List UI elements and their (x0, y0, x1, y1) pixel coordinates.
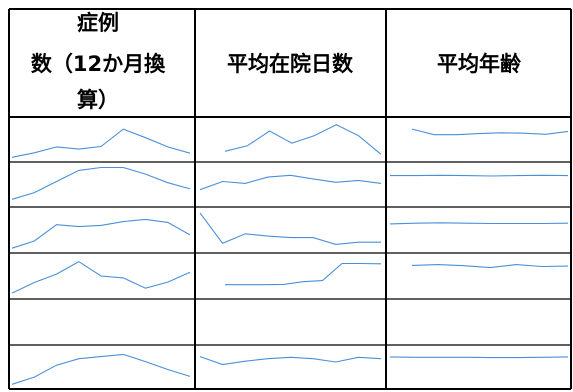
sparkline-r2-c3 (390, 174, 569, 177)
sparkline-r6-c2 (199, 356, 382, 366)
sparkline-r4-c3 (411, 264, 569, 269)
sparkline-r2-c1 (11, 166, 191, 200)
sparklines-group (11, 124, 569, 385)
sparkline-r2-c2 (199, 174, 382, 191)
sparkline-r4-c1 (11, 260, 191, 294)
header-col3: 平均年齢 (437, 52, 522, 76)
sparkline-r3-c2 (199, 212, 381, 245)
header-col2: 平均在院日数 (227, 52, 354, 76)
sparkline-r4-c2 (225, 262, 382, 286)
sparkline-r1-c1 (11, 128, 191, 158)
sparkline-r3-c3 (389, 222, 569, 225)
header-col1-line3: 算） (77, 88, 119, 112)
header-col1-line2: 数（12か月換 (31, 52, 166, 76)
table-borders (8, 8, 572, 390)
sparkline-r1-c2 (224, 124, 382, 155)
sparkline-r1-c3 (411, 128, 569, 136)
sparkline-r6-c3 (389, 356, 569, 359)
sparkline-r6-c1 (11, 353, 191, 385)
sparkline-r3-c1 (11, 218, 191, 249)
header-col1-line1: 症例 (77, 11, 119, 35)
